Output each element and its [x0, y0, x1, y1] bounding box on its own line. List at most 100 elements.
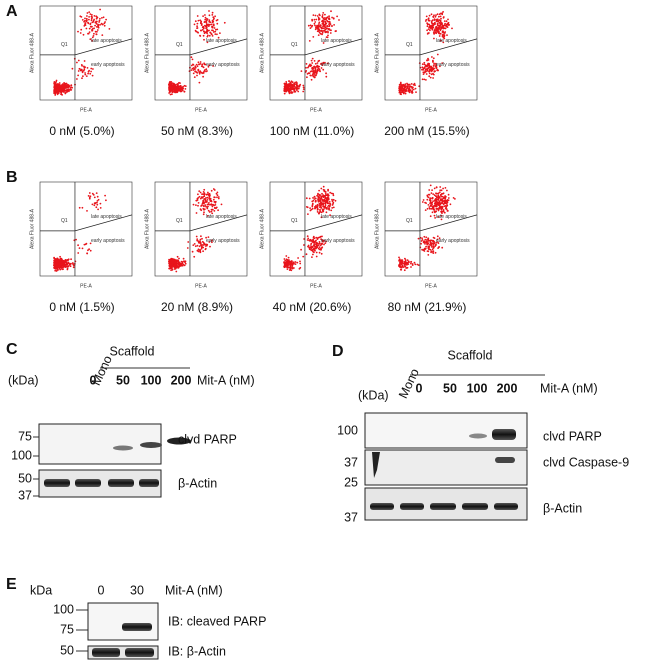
event-dot: [309, 239, 311, 241]
event-dot: [201, 65, 203, 67]
quadrant-label: early apoptosis: [206, 238, 240, 244]
event-dot: [213, 199, 215, 201]
event-dot: [404, 85, 406, 87]
event-dot: [335, 30, 337, 32]
event-dot: [187, 247, 189, 249]
event-dot: [313, 245, 315, 247]
event-dot: [197, 23, 199, 25]
quadrant-label: Q1: [61, 218, 68, 224]
axis-label: PE-A: [80, 283, 92, 289]
event-dot: [90, 23, 92, 25]
event-dot: [208, 210, 210, 212]
event-dot: [415, 88, 417, 90]
event-dot: [221, 204, 223, 206]
event-dot: [425, 209, 427, 211]
event-dot: [431, 20, 433, 22]
event-dot: [299, 86, 301, 88]
event-dot: [427, 23, 429, 25]
event-dot: [85, 243, 87, 245]
event-dot: [329, 21, 331, 23]
event-dot: [300, 249, 302, 251]
event-dot: [315, 19, 317, 21]
event-dot: [405, 88, 407, 90]
quadrant-label: Q1: [406, 218, 413, 224]
event-dot: [432, 252, 434, 254]
lane-label: 30: [130, 583, 144, 597]
event-dot: [327, 190, 329, 192]
event-dot: [326, 197, 328, 199]
event-dot: [198, 61, 200, 63]
event-dot: [97, 24, 99, 26]
event-dot: [436, 20, 438, 22]
event-dot: [316, 252, 318, 254]
axis-label: Alexa Fluor 488-A: [29, 32, 35, 73]
event-dot: [322, 16, 324, 18]
event-dot: [400, 93, 402, 95]
event-dot: [442, 11, 444, 13]
event-dot: [417, 264, 419, 266]
event-dot: [423, 236, 425, 238]
event-dot: [440, 16, 442, 18]
event-dot: [207, 197, 209, 199]
event-dot: [100, 207, 102, 209]
event-dot: [83, 21, 85, 23]
quadrant-label: early apoptosis: [321, 238, 355, 244]
axis-label: PE-A: [195, 107, 207, 113]
event-dot: [73, 265, 75, 267]
event-dot: [56, 258, 58, 260]
event-dot: [296, 82, 298, 84]
event-dot: [177, 89, 179, 91]
event-dot: [168, 92, 170, 94]
event-dot: [329, 28, 331, 30]
event-dot: [206, 31, 208, 33]
event-dot: [204, 21, 206, 23]
event-dot: [211, 14, 213, 16]
event-dot: [323, 19, 325, 21]
event-dot: [427, 63, 429, 65]
event-dot: [442, 200, 444, 202]
event-dot: [104, 25, 106, 27]
event-dot: [214, 197, 216, 199]
event-dot: [293, 85, 295, 87]
event-dot: [99, 18, 101, 20]
event-dot: [199, 196, 201, 198]
event-dot: [285, 81, 287, 83]
flow-plot: Q1late apoptosisearly apoptosisAlexa Flu…: [29, 182, 132, 314]
event-dot: [197, 240, 199, 242]
event-dot: [431, 70, 433, 72]
event-dot: [105, 19, 107, 21]
event-dot: [321, 30, 323, 32]
event-dot: [97, 196, 99, 198]
event-dot: [405, 93, 407, 95]
event-dot: [322, 202, 324, 204]
event-dot: [331, 17, 333, 19]
event-dot: [214, 189, 216, 191]
event-dot: [72, 263, 74, 265]
event-dot: [444, 25, 446, 27]
event-dot: [315, 28, 317, 30]
event-dot: [441, 196, 443, 198]
event-dot: [171, 259, 173, 261]
event-dot: [439, 189, 441, 191]
event-dot: [429, 69, 431, 71]
event-dot: [428, 32, 430, 34]
event-dot: [311, 26, 313, 28]
event-dot: [197, 245, 199, 247]
event-dot: [181, 263, 183, 265]
event-dot: [200, 192, 202, 194]
event-dot: [439, 191, 441, 193]
event-dot: [70, 258, 72, 260]
event-dot: [421, 249, 423, 251]
event-dot: [285, 255, 287, 257]
event-dot: [175, 267, 177, 269]
event-dot: [89, 28, 91, 30]
event-dot: [79, 207, 81, 209]
event-dot: [61, 264, 63, 266]
event-dot: [316, 256, 318, 258]
event-dot: [408, 261, 410, 263]
blot-e: kDa 0 30 Mit-A (nM) 100 75 50 37 IB: cle…: [30, 583, 266, 660]
event-dot: [216, 20, 218, 22]
plot-frame: [385, 182, 477, 276]
event-dot: [433, 38, 435, 40]
event-dot: [327, 30, 329, 32]
